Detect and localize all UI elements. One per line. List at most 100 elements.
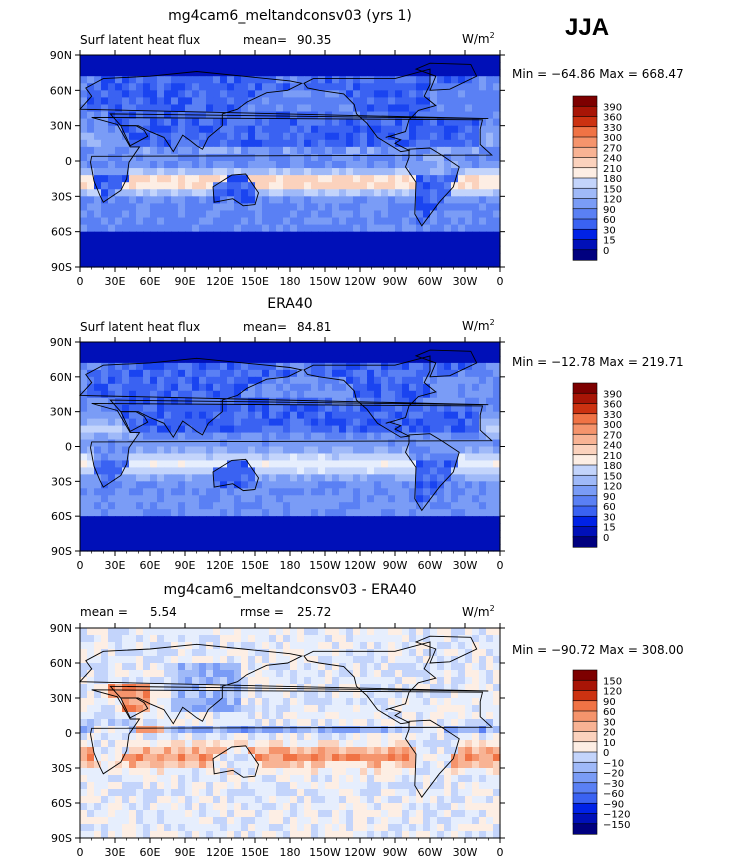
panel-3-cell bbox=[255, 698, 263, 706]
panel-3-cell bbox=[157, 719, 165, 727]
panel-1-cell bbox=[423, 168, 431, 176]
panel-3-cell bbox=[353, 740, 361, 748]
panel-1-cell bbox=[395, 210, 403, 219]
panel-1-cell bbox=[143, 231, 151, 240]
panel-1-cell bbox=[199, 168, 207, 176]
panel-1-cell bbox=[430, 175, 438, 183]
panel-3-cell bbox=[332, 719, 340, 727]
panel-1-cell bbox=[353, 182, 361, 190]
panel-1-cell bbox=[444, 69, 452, 77]
panel-1-cell bbox=[472, 55, 480, 63]
panel-1-cell bbox=[290, 231, 298, 240]
panel-1-cell bbox=[339, 196, 347, 204]
panel-1-cell bbox=[276, 104, 284, 113]
panel-1-cell bbox=[213, 104, 221, 113]
panel-1-cell bbox=[227, 104, 235, 113]
panel-2-cell bbox=[94, 439, 102, 448]
panel-3-cell bbox=[472, 733, 480, 741]
panel-1-cell bbox=[80, 161, 88, 169]
panel-2-cell bbox=[332, 544, 340, 552]
panel-2-cell bbox=[101, 376, 109, 385]
panel-2-cell bbox=[157, 355, 165, 364]
panel-2-cell bbox=[171, 453, 179, 462]
panel-1-cell bbox=[283, 168, 291, 176]
panel-3-cell bbox=[157, 684, 165, 692]
panel-2-cell bbox=[353, 390, 361, 399]
panel-1-cell bbox=[318, 97, 326, 106]
panel-2-cell bbox=[332, 495, 340, 503]
panel-1-cell bbox=[129, 62, 137, 70]
panel-2-cell bbox=[367, 502, 375, 510]
panel-1-cell bbox=[360, 245, 368, 254]
panel-3-cell bbox=[486, 733, 494, 741]
panel-1-cell bbox=[262, 118, 270, 127]
panel-3-cell bbox=[220, 628, 228, 636]
panel-2-cell bbox=[269, 467, 277, 475]
panel-1-cell bbox=[164, 175, 172, 183]
panel-2-cell bbox=[241, 474, 249, 482]
panel-3-cell bbox=[297, 642, 305, 650]
panel-3-cell bbox=[234, 747, 242, 755]
panel-2-cell bbox=[276, 348, 284, 357]
panel-1-cell bbox=[164, 168, 172, 176]
panel-2-cell bbox=[143, 383, 151, 392]
panel-1-cell bbox=[108, 182, 116, 190]
panel-3-cell bbox=[227, 712, 235, 720]
panel-2-cell bbox=[255, 495, 263, 503]
panel-1-cell bbox=[199, 125, 207, 134]
panel-2-cell bbox=[416, 383, 424, 392]
panel-1-cell bbox=[143, 196, 151, 204]
panel-1-cell bbox=[444, 118, 452, 127]
panel-2-cell bbox=[192, 369, 200, 378]
panel-1-cell bbox=[206, 118, 214, 127]
panel-2-cell bbox=[458, 453, 466, 462]
panel-2-cell bbox=[423, 404, 431, 413]
panel-3-cell bbox=[346, 642, 354, 650]
panel-1-cell bbox=[80, 168, 88, 176]
panel-3-cell bbox=[444, 684, 452, 692]
panel-3-cell bbox=[199, 712, 207, 720]
panel-2-cell bbox=[395, 369, 403, 378]
panel-1-cell bbox=[94, 104, 102, 113]
panel-2-cell bbox=[185, 348, 193, 357]
panel-2-cell bbox=[402, 453, 410, 462]
panel-2-cell bbox=[80, 474, 88, 482]
panel-2-cell bbox=[290, 467, 298, 475]
panel-1-cell bbox=[171, 238, 179, 247]
panel-1-cell bbox=[276, 125, 284, 134]
panel-2-cell bbox=[465, 509, 473, 517]
panel-2-cell bbox=[192, 362, 200, 371]
panel-2-cell bbox=[437, 418, 445, 427]
panel-3-cell bbox=[276, 719, 284, 727]
panel-1-cell bbox=[206, 238, 214, 247]
panel-1-cell bbox=[150, 189, 158, 197]
panel-1-cell bbox=[486, 175, 494, 183]
panel-3-cell bbox=[234, 733, 242, 741]
panel-1-cell bbox=[332, 62, 340, 70]
panel-3-cell bbox=[283, 642, 291, 650]
panel-2-cell bbox=[115, 376, 123, 385]
panel-1-cell bbox=[241, 175, 249, 183]
panel-1-cell bbox=[360, 90, 368, 98]
panel-2-cell bbox=[150, 453, 158, 462]
panel-2-cell bbox=[304, 376, 312, 385]
panel-3-cell bbox=[213, 754, 221, 762]
panel-2-cell bbox=[479, 446, 487, 455]
panel-2-cell bbox=[416, 369, 424, 378]
panel-1-cell bbox=[227, 90, 235, 98]
panel-3-cell bbox=[325, 663, 333, 671]
panel-2-cell bbox=[493, 502, 501, 510]
panel-2-cell bbox=[248, 432, 256, 441]
panel-2-cell bbox=[80, 425, 88, 434]
panel-2-cell bbox=[374, 488, 382, 496]
panel-1-cell bbox=[234, 69, 242, 77]
panel-2-cell bbox=[486, 516, 494, 524]
panel-3-cell bbox=[486, 663, 494, 671]
panel-2-cell bbox=[276, 439, 284, 448]
panel-3-cell bbox=[192, 691, 200, 699]
panel-2-cell bbox=[346, 467, 354, 475]
panel-2-cell bbox=[262, 537, 270, 545]
panel-1-cell bbox=[388, 90, 396, 98]
panel-2-cell bbox=[360, 376, 368, 385]
panel-2-cell bbox=[213, 481, 221, 489]
